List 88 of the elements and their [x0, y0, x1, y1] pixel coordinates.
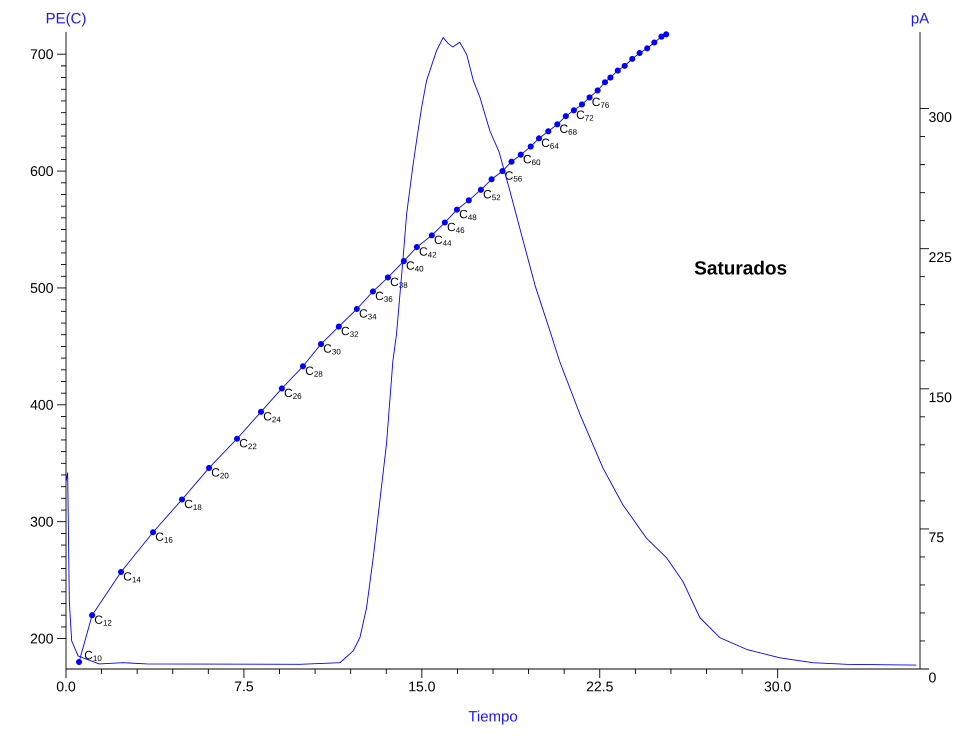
point [206, 464, 212, 472]
annotation: C$_{22}$ [240, 438, 256, 450]
x-tick-label: 30.0 [764, 682, 791, 692]
point [442, 219, 448, 226]
point [554, 121, 560, 128]
point [428, 232, 435, 238]
point [118, 568, 124, 576]
y-tick-label: 200 [30, 634, 53, 644]
y2-tick-label: 300 [929, 112, 952, 122]
y2-tick-label: 225 [929, 252, 952, 262]
point [508, 158, 515, 165]
point [545, 128, 552, 134]
y-tick-label: 700 [30, 49, 53, 60]
x-tick-label: 0.0 [56, 682, 76, 692]
annotation: C$_{52}$ [484, 190, 500, 200]
point [629, 56, 636, 62]
y2-tick-label: 0 [929, 672, 936, 682]
point [336, 323, 342, 330]
y-tick-label: 300 [30, 516, 53, 527]
annotation: C$_{34}$ [360, 309, 376, 320]
y-axis-title: PE(C) [46, 12, 86, 26]
point [622, 62, 628, 69]
point [150, 529, 156, 536]
annotation: C$_{20}$ [212, 468, 228, 478]
point [518, 152, 524, 158]
annotation: C$_{72}$ [576, 110, 594, 121]
annotation: C$_{40}$ [406, 261, 424, 272]
y-tick-label: 500 [30, 282, 53, 293]
annotation: C$_{46}$ [448, 222, 464, 233]
point [318, 341, 324, 348]
point [300, 363, 306, 370]
point [488, 176, 495, 182]
annotation: C$_{30}$ [324, 344, 340, 355]
point [636, 50, 643, 56]
point [536, 135, 542, 142]
annotation: C$_{60}$ [524, 154, 540, 166]
annotation: C$_{64}$ [542, 138, 559, 149]
annotation: C$_{16}$ [156, 532, 172, 543]
annotation: C$_{44}$ [434, 236, 452, 246]
annotation: C$_{36}$ [376, 292, 392, 302]
point [614, 68, 621, 74]
point [663, 31, 670, 38]
point [594, 87, 601, 94]
y2-tick-label: 75 [929, 532, 944, 542]
x-axis-title: Tiempo [468, 710, 518, 725]
point [76, 658, 82, 666]
y2-tick-label: 150 [930, 392, 952, 402]
point [602, 79, 608, 86]
annotation: C$_{42}$ [420, 247, 436, 258]
point [258, 408, 264, 415]
point [278, 385, 285, 392]
annotation: C$_{32}$ [342, 326, 358, 337]
annotation: C$_{10}$ [84, 650, 102, 662]
point [586, 94, 593, 100]
point [562, 113, 569, 120]
point [354, 306, 360, 312]
y-tick-label: 600 [30, 166, 53, 176]
annotation: Saturados [694, 260, 786, 275]
point [607, 74, 614, 81]
annotation: C$_{14}$ [124, 572, 141, 582]
point [478, 186, 484, 193]
point [454, 206, 460, 213]
x-tick-label: 15.0 [409, 682, 435, 692]
point [658, 34, 664, 40]
point [414, 244, 420, 250]
x-tick-label: 7.5 [234, 682, 254, 692]
annotation: C$_{12}$ [94, 615, 112, 626]
annotation: C$_{28}$ [306, 366, 322, 377]
point [644, 45, 650, 52]
point [384, 274, 391, 280]
annotation: C$_{26}$ [284, 388, 302, 399]
point [651, 39, 658, 46]
y2-axis-title: pA [912, 13, 930, 26]
annotation: C$_{76}$ [592, 98, 609, 108]
point [528, 143, 534, 150]
point [466, 197, 472, 204]
point [89, 612, 96, 618]
point [570, 107, 577, 114]
point [578, 101, 586, 108]
annotation: C$_{48}$ [460, 210, 476, 220]
point [234, 436, 240, 442]
annotation: C$_{18}$ [184, 500, 202, 510]
annotation: C$_{68}$ [560, 124, 577, 135]
annotation: C$_{24}$ [264, 412, 281, 422]
x-tick-label: 22.5 [586, 682, 613, 692]
y-tick-label: 400 [30, 400, 53, 410]
point [370, 288, 376, 295]
point [178, 496, 186, 503]
